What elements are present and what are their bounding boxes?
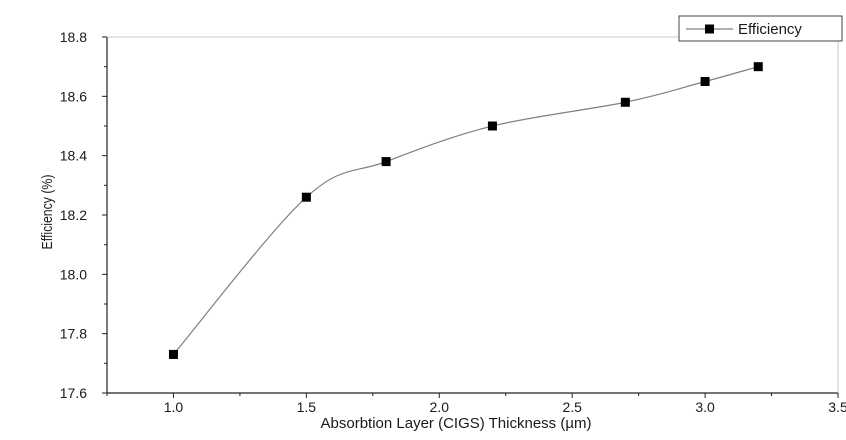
x-tick-label: 3.5 — [828, 399, 846, 415]
y-tick-label: 18.4 — [60, 148, 87, 164]
data-point — [301, 192, 311, 202]
x-axis: 1.0 1.5 2.0 2.5 3.0 3.5 — [106, 393, 846, 415]
x-tick-label: 2.5 — [562, 399, 582, 415]
y-tick-label: 18.0 — [60, 266, 87, 282]
data-point — [381, 157, 391, 167]
y-tick-label: 17.8 — [60, 326, 87, 342]
series-layer — [168, 62, 763, 359]
series-line-efficiency — [172, 66, 759, 355]
x-tick-label: 3.0 — [695, 399, 715, 415]
y-tick-label: 17.6 — [60, 385, 87, 401]
x-tick-label: 1.0 — [164, 399, 184, 415]
x-tick-label: 1.5 — [297, 399, 317, 415]
legend: Efficiency — [678, 15, 843, 42]
x-axis-title: Absorbtion Layer (CIGS) Thickness (µm) — [321, 415, 592, 432]
plot-frame — [106, 36, 839, 394]
y-tick-label: 18.6 — [60, 88, 87, 104]
data-point — [487, 121, 497, 131]
y-axis: 17.6 17.8 18.0 18.2 18.4 18.6 18.8 — [60, 29, 107, 401]
y-axis-title: Efficiency (%) — [39, 175, 55, 250]
data-point — [168, 349, 178, 359]
y-tick-label: 18.2 — [60, 207, 87, 223]
x-tick-label: 2.0 — [430, 399, 450, 415]
legend-label: Efficiency — [738, 21, 802, 38]
legend-marker — [705, 24, 714, 34]
data-point — [700, 77, 710, 86]
data-point — [620, 97, 630, 107]
data-point — [753, 62, 763, 72]
y-tick-label: 18.8 — [60, 29, 87, 45]
